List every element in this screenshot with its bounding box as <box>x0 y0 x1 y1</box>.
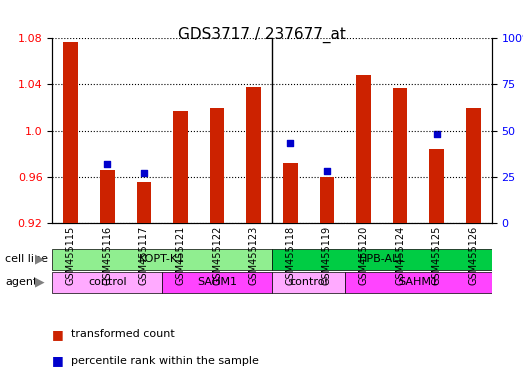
Bar <box>246 87 261 223</box>
Bar <box>173 111 188 223</box>
Point <box>396 109 404 115</box>
Text: ▶: ▶ <box>35 253 44 266</box>
Bar <box>100 170 115 223</box>
Text: percentile rank within the sample: percentile rank within the sample <box>71 356 258 366</box>
Text: ■: ■ <box>52 328 64 341</box>
Bar <box>210 108 224 223</box>
Point <box>359 76 368 82</box>
Text: ■: ■ <box>52 354 64 367</box>
FancyBboxPatch shape <box>345 272 492 293</box>
Bar <box>393 88 407 223</box>
FancyBboxPatch shape <box>52 272 162 293</box>
Text: ▶: ▶ <box>35 276 44 289</box>
Point <box>66 68 75 74</box>
Point <box>103 161 111 167</box>
Bar <box>283 163 298 223</box>
Text: control: control <box>88 277 127 287</box>
Point <box>469 109 477 115</box>
Text: SAHM1: SAHM1 <box>197 277 237 287</box>
Bar <box>466 108 481 223</box>
Text: agent: agent <box>5 277 38 287</box>
Text: control: control <box>289 277 328 287</box>
Point <box>433 131 441 137</box>
Point <box>176 118 185 124</box>
Point <box>323 168 331 174</box>
Text: GDS3717 / 237677_at: GDS3717 / 237677_at <box>178 27 345 43</box>
Bar <box>356 75 371 223</box>
Point <box>140 170 148 176</box>
Text: cell line: cell line <box>5 254 48 264</box>
FancyBboxPatch shape <box>272 249 492 270</box>
Text: KOPT-K1: KOPT-K1 <box>139 254 185 264</box>
FancyBboxPatch shape <box>52 249 272 270</box>
FancyBboxPatch shape <box>162 272 272 293</box>
Text: transformed count: transformed count <box>71 329 174 339</box>
Point <box>286 141 294 147</box>
FancyBboxPatch shape <box>272 272 345 293</box>
Bar <box>137 182 151 223</box>
Bar <box>63 42 78 223</box>
Text: SAHM1: SAHM1 <box>399 277 438 287</box>
Bar <box>320 177 334 223</box>
Point <box>249 104 258 110</box>
Point <box>213 113 221 119</box>
Text: HPB-ALL: HPB-ALL <box>358 254 405 264</box>
Bar <box>429 149 444 223</box>
